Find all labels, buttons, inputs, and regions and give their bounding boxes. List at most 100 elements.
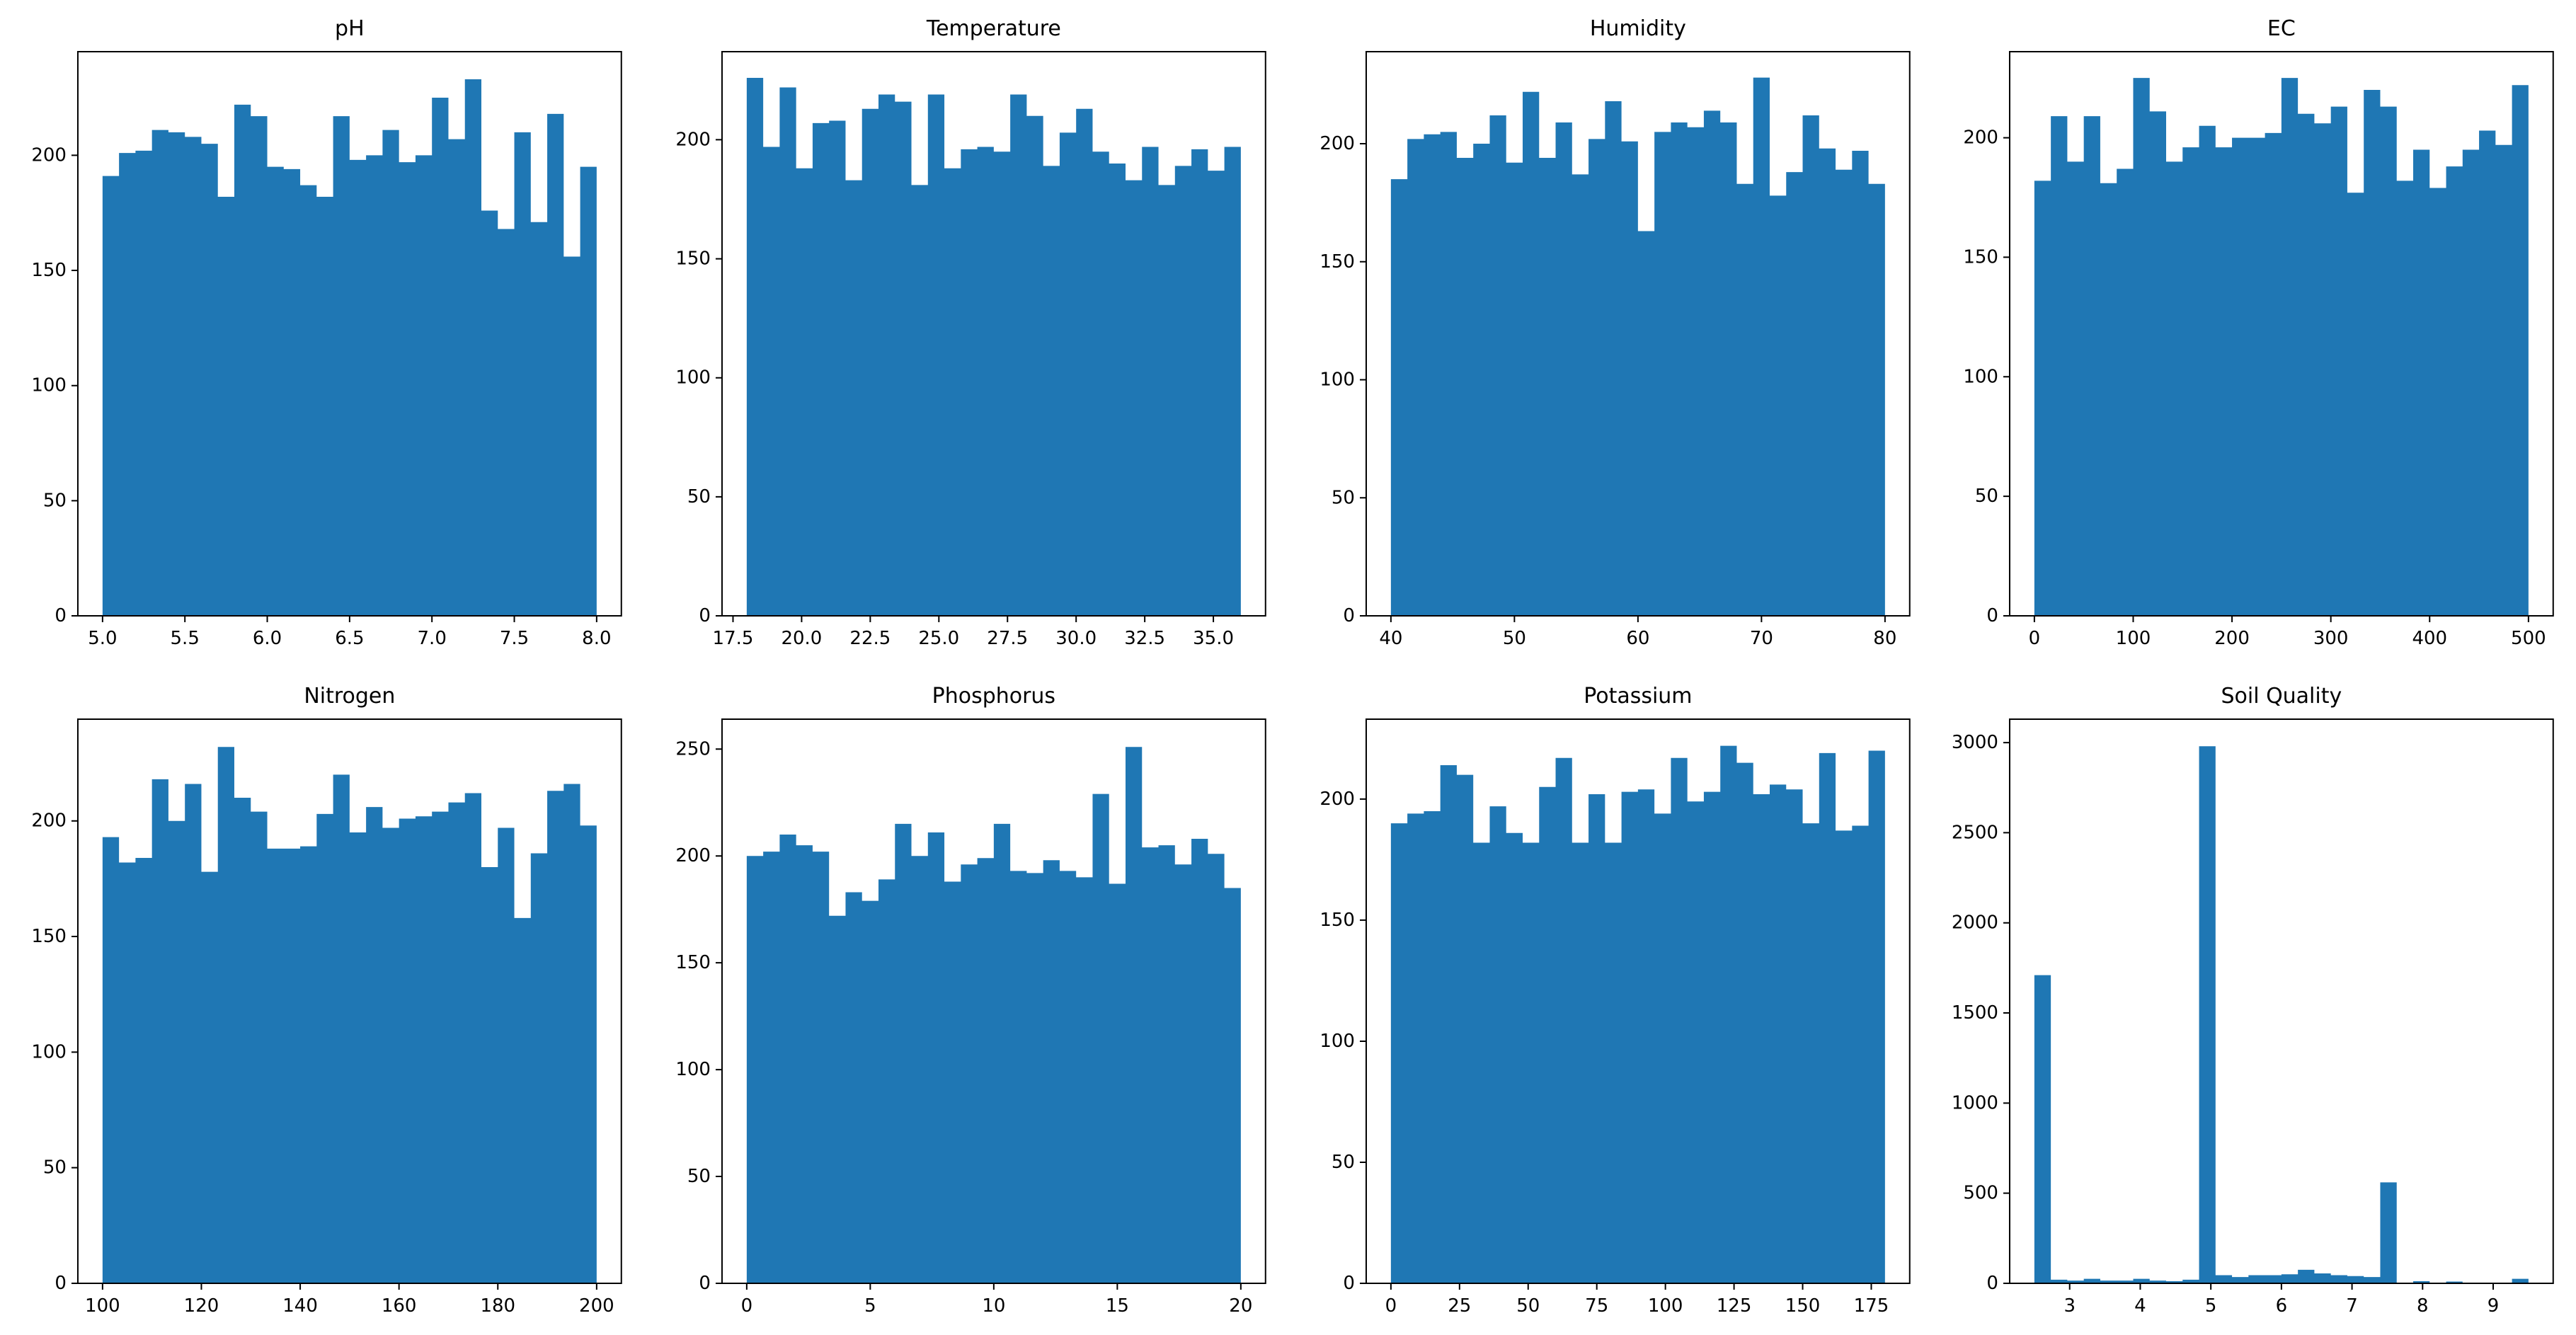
x-tick-label: 160 <box>382 1295 417 1317</box>
axis-ticks <box>71 154 597 622</box>
subplot-ph: 5.0 5.5 6.0 6.5 7.0 7.5 8.0 0 50 100 150 200 pH <box>0 0 644 668</box>
subplot-phosphorus: 0 5 10 15 20 0 50 100 150 200 250 Phosphorus <box>644 668 1288 1335</box>
y-tick-label: 200 <box>31 810 67 832</box>
chart-title: EC <box>2267 16 2296 41</box>
chart-title: Phosphorus <box>932 684 1055 709</box>
y-tick-label: 100 <box>1320 369 1355 391</box>
chart-title: Humidity <box>1589 16 1685 41</box>
histogram-svg: 0 25 50 75 100 125 150 175 0 50 100 150 200 Potassium <box>1320 684 1911 1317</box>
x-tick-label: 125 <box>1716 1295 1751 1317</box>
y-tick-label: 2000 <box>1952 912 1998 934</box>
axis-ticks <box>2003 137 2530 622</box>
y-tick-label: 150 <box>1964 246 1999 268</box>
y-tick-label: 100 <box>31 375 67 396</box>
x-tick-label: 80 <box>1873 628 1896 649</box>
y-tick-label: 1000 <box>1952 1092 1998 1113</box>
y-tick-label: 0 <box>1343 605 1355 626</box>
x-tick-label: 70 <box>1749 628 1773 649</box>
x-tick-label: 7.0 <box>418 628 447 649</box>
y-tick-label: 50 <box>687 486 711 508</box>
chart-title: Potassium <box>1584 684 1692 709</box>
chart-title: Nitrogen <box>304 684 395 709</box>
histogram-bars <box>102 747 597 1283</box>
subplot-temperature: 17.5 20.0 22.5 25.0 27.5 30.0 32.5 35.0 0 50 100 15… <box>644 0 1288 668</box>
x-tick-label: 8.0 <box>582 628 611 649</box>
histogram-svg: 17.5 20.0 22.5 25.0 27.5 30.0 32.5 35.0 0 50 100 15… <box>675 16 1266 649</box>
x-tick-label: 150 <box>1785 1295 1820 1317</box>
y-tick-label: 250 <box>675 738 711 760</box>
y-tick-label: 100 <box>1964 366 1999 387</box>
y-tick-label: 50 <box>1975 486 1998 507</box>
x-tick-label: 6 <box>2276 1295 2288 1317</box>
histogram-svg: 100 120 140 160 180 200 0 50 100 150 200 Nitrogen <box>31 684 622 1317</box>
x-tick-label: 180 <box>480 1295 515 1317</box>
x-tick-label: 300 <box>2313 628 2349 649</box>
x-tick-label: 32.5 <box>1124 628 1165 649</box>
x-tick-label: 7.5 <box>500 628 529 649</box>
x-tick-label: 9 <box>2488 1295 2500 1317</box>
axis-ticks <box>1359 143 1886 622</box>
y-tick-label: 2500 <box>1952 822 1998 843</box>
chart-title: Temperature <box>926 16 1061 41</box>
histogram-svg: 0 100 200 300 400 500 0 50 100 150 200 EC <box>1964 16 2555 649</box>
y-tick-label: 100 <box>31 1041 67 1062</box>
y-tick-label: 50 <box>43 1157 67 1179</box>
y-tick-label: 150 <box>31 926 67 947</box>
x-tick-label: 75 <box>1585 1295 1608 1317</box>
x-tick-label: 30.0 <box>1055 628 1097 649</box>
histogram-bars <box>2034 746 2529 1283</box>
x-tick-label: 200 <box>2215 628 2250 649</box>
x-tick-label: 0 <box>740 1295 752 1317</box>
x-tick-label: 5.0 <box>88 628 117 649</box>
x-tick-label: 175 <box>1853 1295 1889 1317</box>
x-tick-label: 20.0 <box>781 628 822 649</box>
x-tick-label: 500 <box>2511 628 2546 649</box>
y-tick-label: 0 <box>1987 1273 1999 1294</box>
x-tick-label: 50 <box>1516 1295 1540 1317</box>
x-tick-label: 35.0 <box>1193 628 1234 649</box>
axis-ticks <box>715 139 1214 622</box>
axes-spines <box>721 51 1266 617</box>
x-tick-label: 140 <box>282 1295 318 1317</box>
axes-spines <box>2009 718 2555 1284</box>
x-tick-label: 0 <box>2029 628 2041 649</box>
x-tick-label: 120 <box>184 1295 219 1317</box>
y-tick-label: 0 <box>699 605 711 626</box>
axis-ticks <box>715 748 1242 1290</box>
axes-spines <box>76 718 622 1284</box>
y-tick-label: 150 <box>1320 910 1355 931</box>
x-tick-label: 27.5 <box>987 628 1028 649</box>
subplot-humidity: 40 50 60 70 80 0 50 100 150 200 Humidity <box>1288 0 1933 668</box>
y-tick-label: 500 <box>1964 1183 1999 1204</box>
x-tick-label: 100 <box>1647 1295 1683 1317</box>
y-tick-label: 200 <box>675 845 711 866</box>
x-tick-label: 0 <box>1385 1295 1397 1317</box>
x-tick-label: 15 <box>1106 1295 1129 1317</box>
axes-spines <box>2009 51 2555 617</box>
x-tick-label: 4 <box>2134 1295 2146 1317</box>
y-tick-label: 200 <box>1320 789 1355 810</box>
y-tick-label: 0 <box>699 1273 711 1294</box>
y-tick-label: 3000 <box>1952 732 1998 753</box>
subplot-ec: 0 100 200 300 400 500 0 50 100 150 200 EC <box>1932 0 2576 668</box>
x-tick-label: 5 <box>864 1295 876 1317</box>
x-tick-label: 25.0 <box>918 628 959 649</box>
x-tick-label: 60 <box>1626 628 1649 649</box>
x-tick-label: 200 <box>579 1295 614 1317</box>
y-tick-label: 0 <box>55 1273 67 1294</box>
y-tick-label: 100 <box>675 367 711 389</box>
y-tick-label: 0 <box>1987 605 1999 626</box>
x-tick-label: 7 <box>2347 1295 2359 1317</box>
y-tick-label: 150 <box>31 260 67 281</box>
x-tick-label: 17.5 <box>712 628 753 649</box>
histogram-svg: 5.0 5.5 6.0 6.5 7.0 7.5 8.0 0 50 100 150 200 pH <box>31 16 622 649</box>
y-tick-label: 0 <box>1343 1273 1355 1294</box>
chart-title: pH <box>335 16 365 41</box>
y-tick-label: 50 <box>1331 1152 1354 1173</box>
axes-spines <box>1365 718 1911 1284</box>
x-tick-label: 10 <box>982 1295 1005 1317</box>
x-tick-label: 100 <box>2116 628 2151 649</box>
x-tick-label: 3 <box>2064 1295 2076 1317</box>
subplot-potassium: 0 25 50 75 100 125 150 175 0 50 100 150 200 Potassium <box>1288 668 1933 1335</box>
